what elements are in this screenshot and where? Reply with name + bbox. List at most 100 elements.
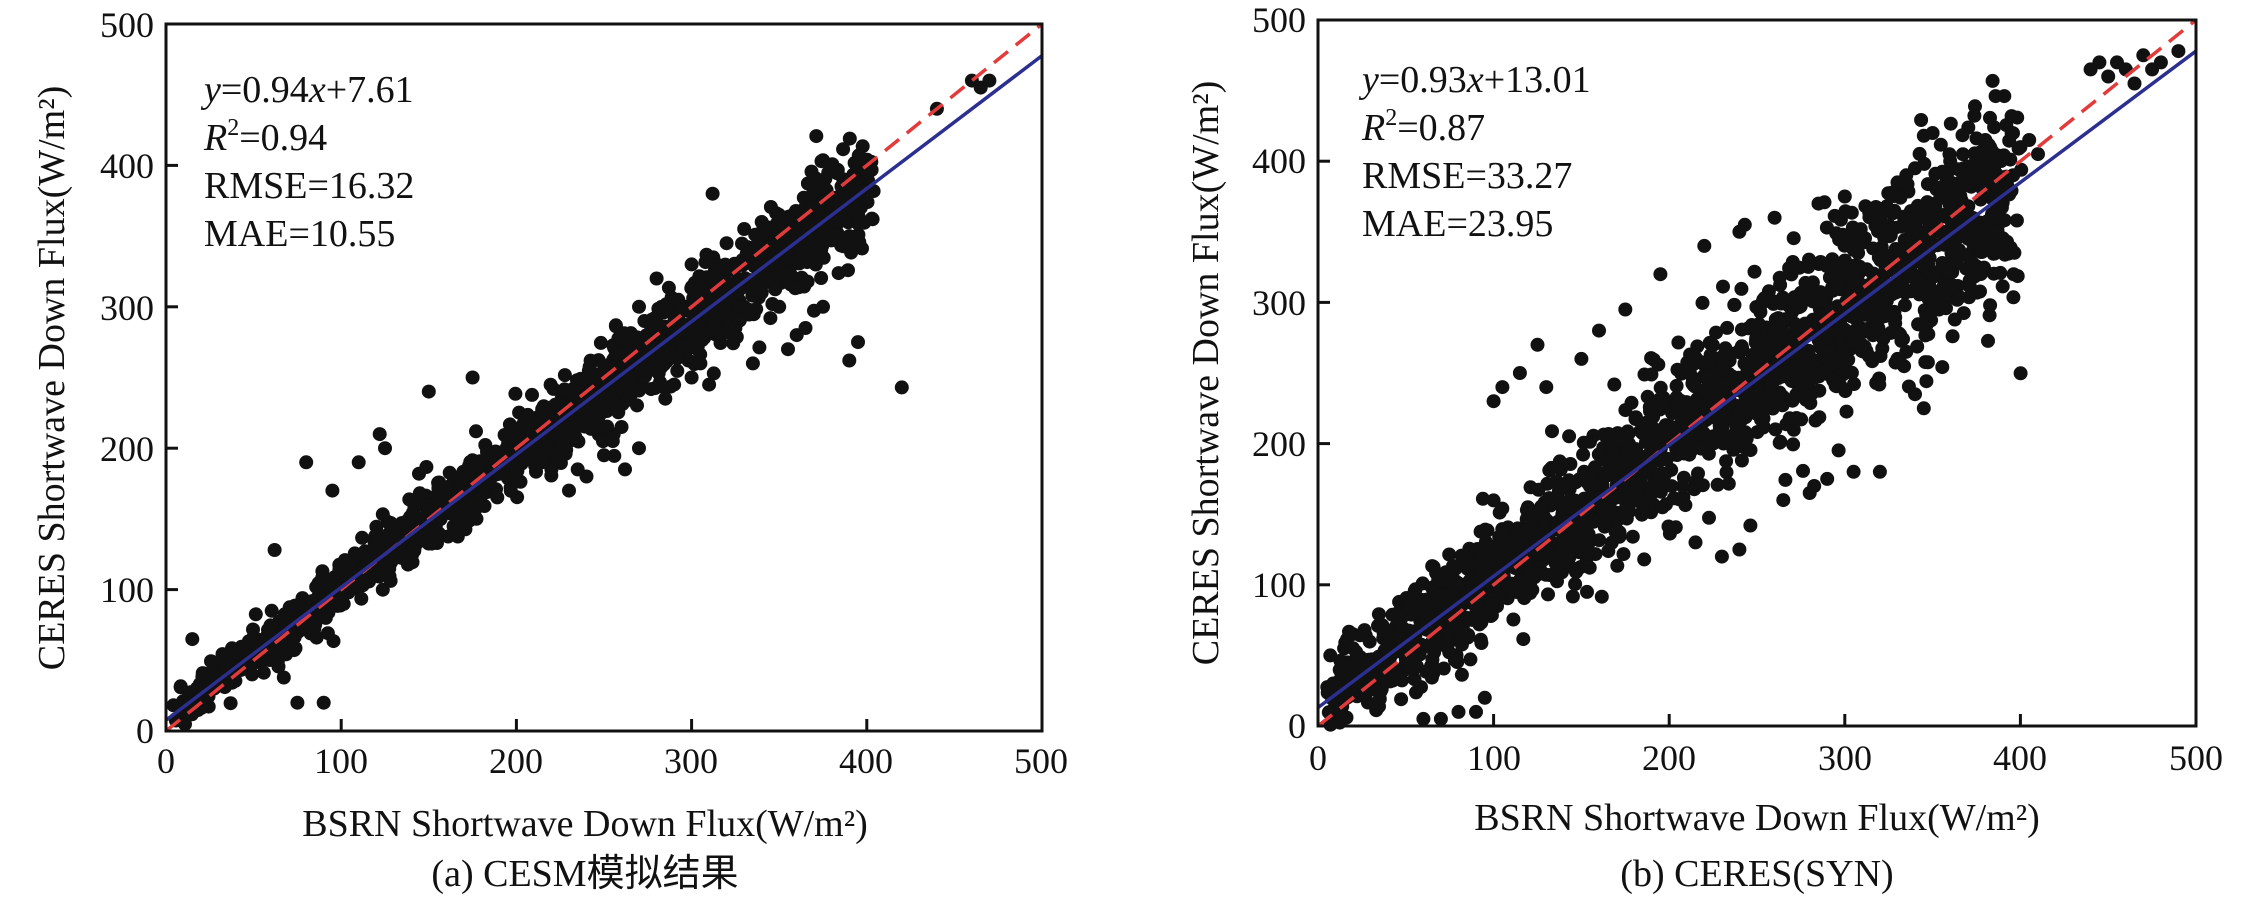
data-point [1709,325,1723,340]
data-point [1697,238,1712,253]
data-point [1593,449,1608,464]
data-point [973,80,988,95]
data-point [1441,574,1456,589]
data-point [707,317,722,332]
data-point [1664,479,1679,494]
data-point [1835,343,1850,358]
x-tick-label: 0 [1309,738,1327,778]
data-point [1399,591,1414,605]
data-point [1598,515,1613,530]
data-point [1803,396,1818,410]
data-point [1872,377,1887,392]
data-point [1747,264,1762,279]
data-point [1403,661,1417,676]
data-point [1619,511,1634,526]
data-point [1967,146,1982,161]
data-point [1912,274,1927,289]
data-point [1565,589,1580,604]
r2-sup: 2 [227,115,239,141]
data-point [673,303,688,318]
data-point [1454,637,1469,652]
data-point [299,455,314,470]
data-point [553,448,568,463]
y-axis-label-a: CERES Shortwave Down Flux(W/m²) [31,86,73,671]
data-point [1568,577,1583,592]
x-tick-label: 400 [839,741,893,781]
data-point [1945,329,1960,344]
data-point [1656,390,1671,405]
data-point [276,670,291,685]
data-point [1474,636,1489,650]
data-point [1919,374,1934,389]
data-point [1960,168,1975,183]
data-point [1517,591,1532,606]
data-point [442,465,457,480]
data-point [546,381,561,396]
r-squared-b: R2=0.87 [1361,105,1485,149]
data-point [1890,175,1905,190]
data-point [570,373,584,388]
data-point [450,529,465,544]
data-point [684,257,699,272]
data-point [1561,554,1576,569]
data-point [726,336,741,351]
data-point [1409,685,1423,700]
data-point [1610,558,1625,573]
data-point [1759,400,1774,415]
data-point [334,592,349,607]
data-point [763,311,778,326]
data-point [1607,377,1622,392]
data-point [1586,514,1601,529]
data-point [1784,267,1799,282]
data-point [1702,510,1716,525]
data-point [1977,260,1991,275]
data-point [1571,545,1586,560]
data-point [1636,504,1650,519]
data-point [1601,544,1616,559]
data-point [354,591,369,606]
data-point [1653,453,1667,468]
data-point [1603,465,1618,480]
data-point [1545,424,1559,439]
data-point [1737,405,1752,420]
data-point [241,634,256,649]
data-point [375,507,390,522]
data-point [2031,147,2045,162]
data-point [1909,213,1924,228]
data-point [1983,298,1998,313]
data-point [1580,584,1594,599]
data-point [1594,589,1609,604]
data-point [469,424,483,439]
data-point [1673,393,1688,408]
data-point [1492,505,1507,520]
data-point [316,695,331,710]
data-point [1720,320,1735,335]
data-point [525,387,539,402]
data-point [1808,413,1823,428]
data-point [2006,267,2021,282]
data-point [1728,435,1743,450]
data-point [842,353,857,368]
data-point [1644,486,1659,501]
data-point [1813,255,1828,269]
data-point [1678,498,1693,513]
data-point [1772,270,1787,285]
data-point [195,669,210,684]
data-point [1361,652,1376,667]
data-point [781,342,795,357]
data-point [1879,199,1894,214]
y-tick-label: 300 [100,288,154,328]
eq-x: x [308,69,326,111]
data-point [407,543,422,558]
r2-val: =0.87 [1397,107,1485,149]
data-point [851,335,865,350]
data-point [1975,244,1990,259]
y-tick-label: 100 [100,570,154,610]
data-point [1716,279,1730,294]
data-point [1772,315,1787,330]
data-point [2127,76,2142,91]
data-point [287,643,302,658]
data-point [754,285,769,300]
data-point [1990,224,2005,239]
data-point [1616,547,1631,562]
